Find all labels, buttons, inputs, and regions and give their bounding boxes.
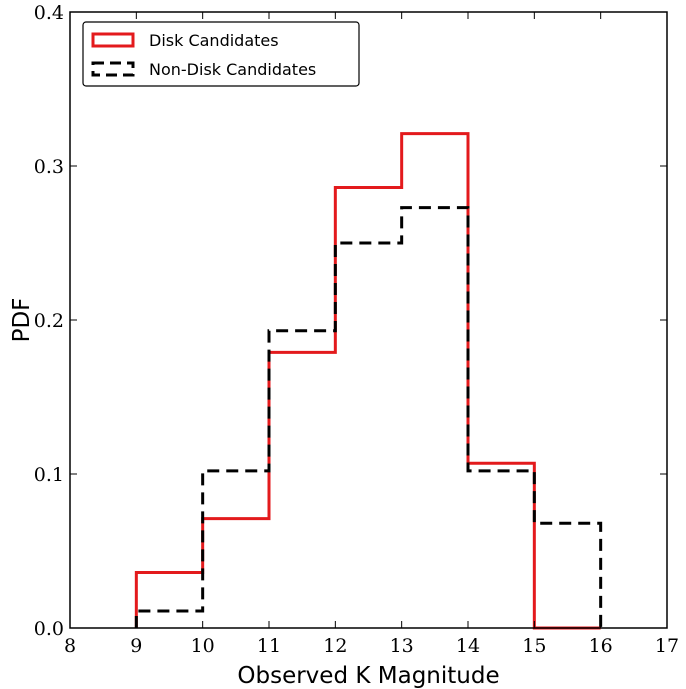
plot-frame	[69, 11, 668, 629]
x-tick-label: 9	[130, 635, 142, 657]
legend-box	[82, 21, 360, 87]
y-tick-label: 0.1	[34, 464, 64, 486]
x-tick-label: 13	[390, 635, 414, 657]
legend: Disk Candidates Non-Disk Candidates	[82, 21, 360, 87]
x-axis-label: Observed K Magnitude	[237, 663, 499, 689]
x-tick-label: 8	[64, 635, 76, 657]
legend-label: Disk Candidates	[149, 31, 279, 50]
series-disk-candidates-line	[134, 132, 601, 630]
x-tick-label: 17	[655, 635, 679, 657]
ticks-layer	[69, 11, 668, 629]
y-tick-label: 0.3	[34, 156, 64, 178]
legend-swatch	[91, 32, 135, 48]
x-tick-label: 11	[257, 635, 281, 657]
x-tick-label: 14	[456, 635, 480, 657]
x-tick-label: 12	[323, 635, 347, 657]
x-tick-label: 15	[522, 635, 546, 657]
legend-swatch	[91, 61, 135, 77]
tick-labels-layer: 8 9 10 11 12 13 14 15 16 17 0.0 0.1 0.2 0.3 0.4	[34, 2, 679, 657]
y-axis-label: PDF	[9, 298, 35, 343]
legend-label: Non-Disk Candidates	[149, 60, 316, 79]
y-tick-label: 0.2	[34, 310, 64, 332]
x-tick-label: 10	[191, 635, 215, 657]
series-layer	[134, 132, 603, 630]
legend-entries: Disk Candidates Non-Disk Candidates	[91, 31, 316, 79]
series-non-disk-candidates-line	[134, 206, 603, 628]
y-tick-label: 0.0	[34, 618, 64, 640]
y-tick-label: 0.4	[34, 2, 64, 24]
x-tick-label: 16	[589, 635, 613, 657]
